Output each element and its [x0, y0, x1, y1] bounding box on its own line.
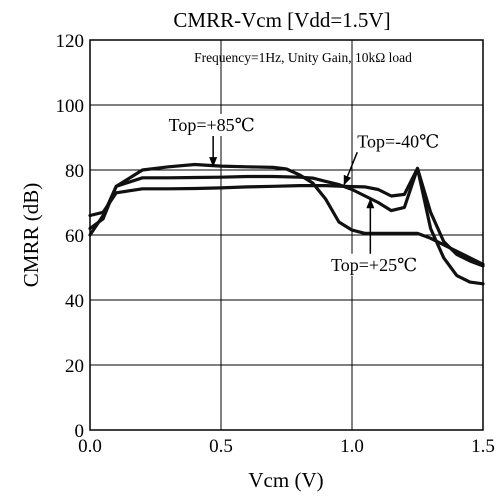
chart-title: CMRR-Vcm [Vdd=1.5V] [173, 8, 390, 32]
y-tick-label: 100 [56, 96, 85, 117]
annotation-label-1: Top=-40℃ [357, 131, 439, 151]
x-tick-label: 0.0 [78, 436, 102, 457]
chart-subtitle: Frequency=1Hz, Unity Gain, 10kΩ load [194, 50, 412, 65]
y-tick-labels: 0 20 40 60 80 100 120 [56, 31, 85, 442]
series-line-2 [88, 166, 485, 286]
annotations: Top=+85℃ Top=-40℃ Top=+25℃ [166, 114, 442, 276]
y-tick-label: 20 [65, 356, 84, 377]
y-tick-label: 80 [65, 161, 84, 182]
y-tick-label: 40 [65, 291, 84, 312]
x-tick-label: 1.5 [471, 436, 495, 457]
y-tick-label: 60 [65, 226, 84, 247]
series-line-0 [88, 162, 485, 266]
y-tick-label: 120 [56, 31, 85, 52]
annotation-label-0: Top=+85℃ [169, 115, 255, 135]
annotation-bg-0 [166, 114, 257, 136]
y-tick-label: 0 [75, 421, 85, 442]
plot-frame [89, 39, 484, 431]
annotation-bg-2 [329, 253, 420, 276]
series-lines [88, 162, 485, 286]
annotation-arrow-1 [343, 151, 358, 186]
annotation-bg-1 [355, 130, 442, 153]
x-tick-label: 1.0 [340, 436, 364, 457]
x-tick-labels: 0.0 0.5 1.0 1.5 [78, 436, 495, 457]
x-tick-label: 0.5 [209, 436, 233, 457]
x-axis-label: Vcm (V) [248, 468, 323, 492]
series-line-1 [88, 166, 485, 268]
y-axis-label: CMRR (dB) [19, 183, 43, 287]
annotation-label-2: Top=+25℃ [331, 255, 417, 275]
